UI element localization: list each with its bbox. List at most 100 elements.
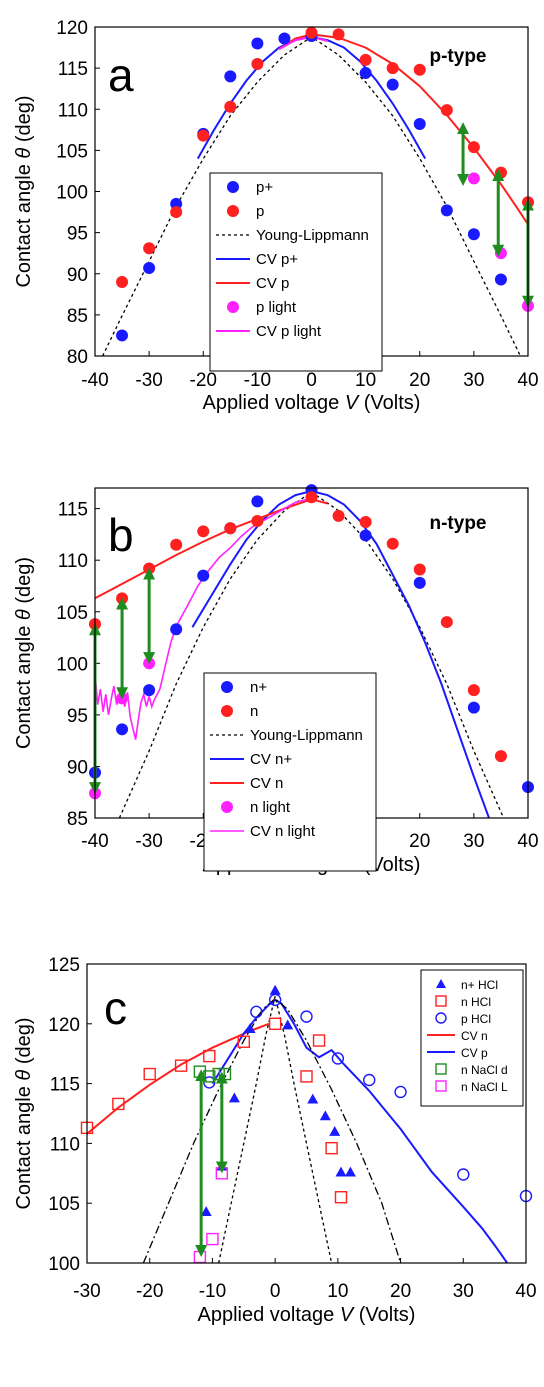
- legend-label: CV n light: [250, 823, 316, 840]
- data-point-n-hcl: [203, 1049, 216, 1063]
- panel-annotation: n-type: [430, 513, 487, 534]
- legend-symbol: [221, 801, 233, 813]
- data-point-n: [224, 522, 237, 535]
- data-point-n: [467, 684, 480, 697]
- data-point-n-hcl: [112, 1097, 125, 1111]
- x-tick-label: -10: [199, 1281, 226, 1302]
- series-line-guide: [142, 997, 402, 1263]
- data-point-p: [170, 206, 183, 219]
- y-tick-label: 115: [50, 1075, 80, 1096]
- data-point-n-light: [116, 692, 129, 705]
- series-line-guide: [218, 996, 333, 1263]
- data-point-p-hcl: [268, 993, 282, 1007]
- series-line-young-lippmann: [118, 491, 505, 818]
- plot-frame: [86, 963, 527, 1264]
- legend-label: Young-Lippmann: [250, 727, 363, 744]
- y-tick-label: 105: [48, 1194, 80, 1215]
- x-tick-label: -20: [136, 1281, 163, 1302]
- x-tick-label: -40: [81, 370, 108, 391]
- data-point-p: [386, 62, 399, 75]
- legend: n+ n Young-Lippmann CV n+ CV n n light CV n li…: [203, 672, 377, 872]
- legend-label: CV n: [250, 775, 283, 792]
- legend-symbol: [227, 301, 239, 313]
- legend-symbol: [435, 1012, 447, 1024]
- legend-label: p light: [256, 299, 297, 316]
- data-point-n-light: [143, 657, 156, 670]
- data-point-n: [359, 516, 372, 529]
- data-point-p-hcl: [457, 1168, 470, 1181]
- y-tick-label: 85: [67, 306, 88, 327]
- data-point-n: [251, 515, 264, 527]
- data-point-n-hcl: [174, 1059, 188, 1072]
- data-point-n-hcl: [335, 1166, 347, 1177]
- data-point-p: [413, 63, 426, 76]
- x-tick-label: 40: [517, 831, 538, 852]
- legend-label: n NaCl d: [461, 1063, 508, 1077]
- x-axis-label: Applied voltage V (Volts): [198, 1304, 416, 1326]
- data-point-p-: [251, 37, 264, 50]
- data-point-p-: [278, 32, 291, 45]
- data-point-p-hcl: [331, 1052, 345, 1065]
- data-point-p: [440, 104, 453, 117]
- data-point-p: [359, 53, 372, 66]
- data-point-p-: [359, 67, 372, 80]
- y-tick-label: 90: [67, 757, 88, 778]
- chart-panel-b: -40-30-20-10010203040859095100105110115b…: [13, 484, 539, 876]
- y-tick-label: 80: [67, 347, 88, 368]
- x-tick-label: -10: [244, 370, 271, 391]
- data-point-n-hcl: [143, 1067, 156, 1081]
- legend-box: [209, 172, 383, 372]
- y-axis-label: Contact angle θ (deg): [13, 1017, 35, 1209]
- legend-label: CV n+: [250, 751, 292, 768]
- data-point-n-: [170, 623, 183, 636]
- x-tick-label: 20: [409, 831, 430, 852]
- y-tick-label: 105: [56, 603, 88, 624]
- data-point-p-: [413, 118, 426, 131]
- x-tick-label: 40: [515, 1281, 536, 1302]
- y-tick-label: 105: [56, 141, 88, 162]
- y-tick-label: 100: [48, 1254, 80, 1275]
- x-tick-label: 40: [517, 370, 538, 391]
- data-point-n: [143, 562, 156, 575]
- series-line-cv-n-: [191, 490, 490, 818]
- x-tick-label: 30: [453, 1281, 474, 1302]
- y-tick-label: 110: [58, 551, 88, 572]
- x-tick-label: -20: [190, 370, 217, 391]
- data-point-n-nacl-l: [193, 1250, 207, 1264]
- data-point-p: [197, 129, 210, 142]
- data-point-n-hcl: [282, 1019, 294, 1030]
- series-line-cv-n: [87, 1022, 270, 1135]
- x-tick-label: -30: [135, 370, 162, 391]
- legend: n+ HCl n HCl p HCl CV n CV p n NaCl d n NaCl L: [420, 969, 524, 1107]
- data-point-n: [440, 616, 453, 629]
- y-tick-label: 95: [67, 706, 88, 727]
- data-point-n-hcl: [300, 1070, 313, 1083]
- data-point-n-hcl: [312, 1034, 326, 1047]
- x-tick-label: 10: [355, 370, 376, 391]
- data-point-n: [170, 538, 183, 551]
- legend-symbol: [436, 979, 446, 988]
- data-point-n-hcl: [344, 1166, 356, 1177]
- x-tick-label: -30: [135, 831, 162, 852]
- data-point-n: [116, 592, 129, 605]
- legend-label: CV p+: [256, 251, 298, 268]
- y-tick-label: 100: [56, 654, 88, 675]
- x-tick-label: -40: [81, 831, 108, 852]
- y-tick-label: 115: [58, 500, 88, 521]
- legend-symbol: [227, 205, 239, 217]
- panel-label: b: [108, 509, 134, 561]
- data-point-n-: [467, 701, 480, 714]
- data-point-n-: [251, 495, 264, 508]
- legend-symbol: [227, 181, 239, 193]
- legend: p+ p Young-Lippmann CV p+ CV p p light CV p li…: [209, 172, 383, 372]
- data-point-n-: [413, 576, 426, 589]
- legend-label: n NaCl L: [461, 1080, 508, 1094]
- legend-label: n+ HCl: [461, 978, 498, 992]
- y-tick-label: 125: [48, 955, 80, 976]
- data-point-p: [332, 28, 345, 41]
- data-point-n: [332, 509, 345, 522]
- y-tick-label: 95: [67, 224, 88, 245]
- data-point-p-: [494, 273, 507, 286]
- data-point-p-hcl: [250, 1005, 263, 1019]
